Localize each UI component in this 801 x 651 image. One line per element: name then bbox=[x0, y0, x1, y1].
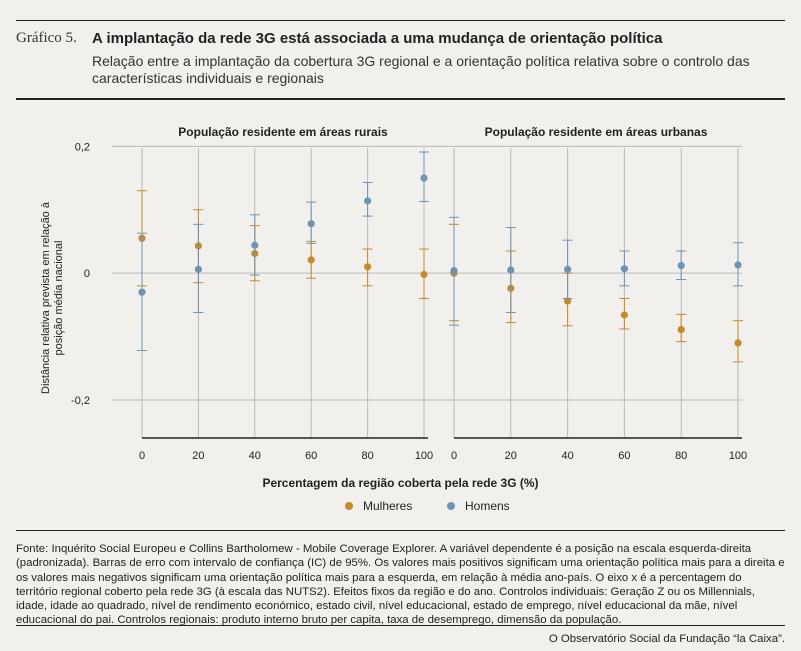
point-mulheres bbox=[734, 339, 742, 347]
y-tick-label: 0,2 bbox=[75, 141, 90, 153]
x-tick-label: 60 bbox=[305, 450, 317, 462]
credit-rule bbox=[16, 625, 785, 626]
point-mulheres bbox=[677, 325, 685, 334]
legend-item-mulheres: Mulheres bbox=[345, 499, 412, 513]
legend-label-mulheres: Mulheres bbox=[363, 499, 413, 513]
figure-label: Gráfico 5. bbox=[16, 30, 77, 46]
x-tick-label: 40 bbox=[561, 450, 573, 462]
legend-item-homens: Homens bbox=[447, 499, 510, 513]
point-mulheres bbox=[307, 256, 315, 264]
x-tick-label: 20 bbox=[505, 450, 517, 462]
chart-subtitle: Relação entre a implantação da cobertura… bbox=[92, 53, 750, 86]
point-homens bbox=[364, 197, 372, 205]
x-tick-label: 80 bbox=[675, 450, 687, 462]
x-axis-label: Percentagem da região coberta pela rede … bbox=[262, 476, 539, 490]
credit-text: O Observatório Social da Fundação “la Ca… bbox=[548, 633, 785, 645]
x-tick-label: 20 bbox=[192, 450, 204, 462]
panel-title-rural: População residente em áreas rurais bbox=[178, 125, 388, 139]
point-homens bbox=[620, 265, 629, 273]
y-tick-label: 0 bbox=[84, 268, 90, 280]
point-mulheres bbox=[620, 311, 629, 319]
point-homens bbox=[677, 261, 685, 270]
point-homens bbox=[420, 174, 428, 182]
point-homens bbox=[564, 265, 572, 273]
x-tick-label: 80 bbox=[361, 450, 373, 462]
point-homens bbox=[307, 220, 315, 228]
point-mulheres bbox=[420, 270, 428, 279]
header-rule bbox=[16, 98, 785, 100]
legend-label-homens: Homens bbox=[465, 499, 510, 513]
y-tick-label: -0,2 bbox=[71, 395, 90, 407]
x-tick-label: 0 bbox=[451, 450, 457, 462]
x-tick-label: 100 bbox=[415, 450, 433, 462]
panel-title-urban: População residente em áreas urbanas bbox=[484, 125, 708, 139]
chart-title: A implantação da rede 3G está associada … bbox=[92, 30, 663, 47]
point-mulheres bbox=[564, 297, 572, 305]
point-homens bbox=[734, 261, 742, 269]
point-homens bbox=[450, 267, 458, 275]
footer-rule bbox=[16, 530, 785, 531]
x-tick-label: 60 bbox=[618, 450, 630, 462]
top-rule bbox=[16, 20, 785, 21]
legend-marker-homens bbox=[447, 502, 455, 510]
point-homens bbox=[507, 266, 515, 274]
x-tick-label: 0 bbox=[139, 450, 145, 462]
point-homens bbox=[138, 288, 146, 296]
point-homens bbox=[251, 241, 259, 249]
point-homens bbox=[194, 265, 202, 273]
source-note: Fonte: Inquérito Social Europeu e Collin… bbox=[16, 543, 785, 627]
x-tick-label: 40 bbox=[249, 450, 261, 462]
x-tick-label: 100 bbox=[729, 450, 747, 462]
legend-marker-mulheres bbox=[345, 502, 353, 510]
point-mulheres bbox=[364, 263, 372, 271]
